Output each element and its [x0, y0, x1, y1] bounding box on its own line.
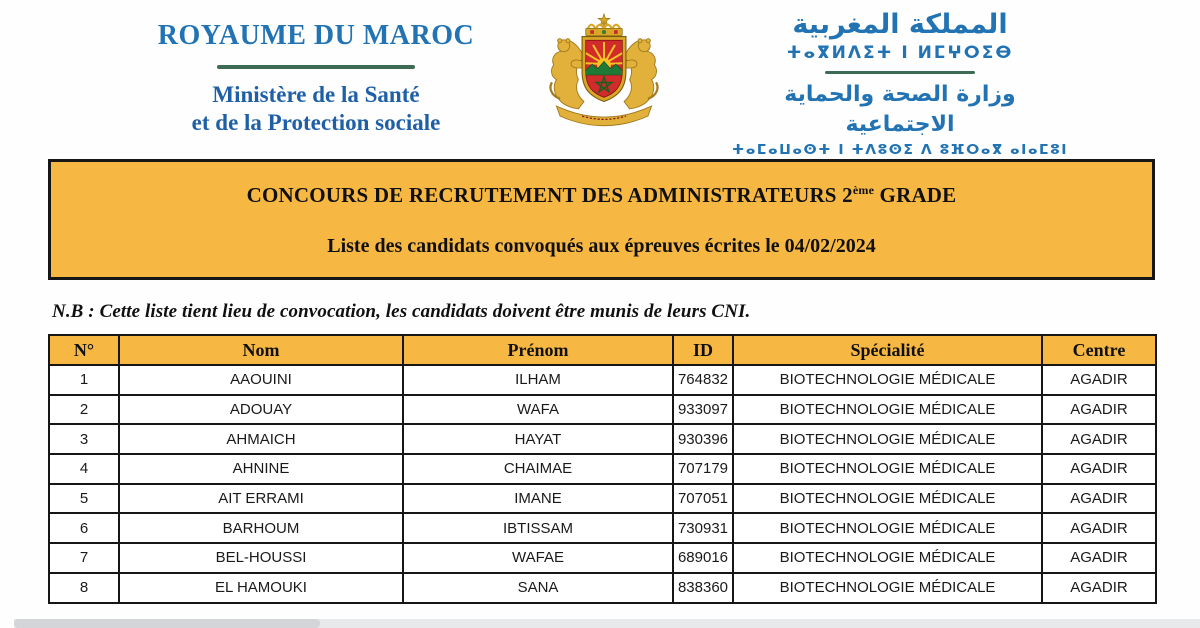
cell-nom: BARHOUM	[118, 512, 404, 545]
header-divider-left	[217, 65, 415, 69]
table-row: 5 AIT ERRAMI IMANE 707051 BIOTECHNOLOGIE MÉD…	[48, 482, 1157, 515]
cell-specialite: BIOTECHNOLOGIE MÉDICALE	[732, 542, 1043, 574]
column-header-prenom: Prénom	[402, 334, 674, 366]
column-header-num: N°	[48, 334, 120, 366]
cell-centre: AGADIR	[1041, 571, 1157, 604]
cell-nom: AAOUINI	[118, 364, 404, 396]
cell-nom: AIT ERRAMI	[118, 482, 404, 515]
cell-id: 689016	[672, 542, 734, 574]
header-divider-right	[825, 71, 975, 74]
kingdom-title-ar: المملكة المغربية	[792, 9, 1008, 40]
header-arabic: المملكة المغربية ⵜⴰⴳⵍⴷⵉⵜ ⵏ ⵍⵎⵖⵔⵉⴱ وزارة …	[730, 8, 1070, 160]
banner-title-prefix: CONCOURS DE RECRUTEMENT DES ADMINISTRATE…	[246, 183, 853, 207]
cell-num: 7	[48, 542, 120, 574]
cell-id: 930396	[672, 423, 734, 456]
cell-id: 730931	[672, 512, 734, 545]
cell-centre: AGADIR	[1041, 512, 1157, 545]
cell-specialite: BIOTECHNOLOGIE MÉDICALE	[732, 512, 1043, 545]
cell-specialite: BIOTECHNOLOGIE MÉDICALE	[732, 393, 1043, 426]
candidates-tbody: 1 AAOUINI ILHAM 764832 BIOTECHNOLOGIE MÉDICA…	[48, 364, 1157, 604]
cell-prenom: IMANE	[402, 482, 674, 515]
cell-specialite: BIOTECHNOLOGIE MÉDICALE	[732, 364, 1043, 396]
cell-id: 764832	[672, 364, 734, 396]
cell-centre: AGADIR	[1041, 542, 1157, 574]
cell-prenom: ILHAM	[402, 364, 674, 396]
cell-id: 707179	[672, 453, 734, 485]
column-header-specialite: Spécialité	[732, 334, 1043, 366]
ministry-title-fr-line2: et de la Protection sociale	[191, 110, 441, 135]
cell-prenom: CHAIMAE	[402, 453, 674, 485]
header-french: ROYAUME DU MAROC Ministère de la Santé e…	[128, 20, 504, 137]
cell-num: 2	[48, 393, 120, 426]
cell-prenom: SANA	[402, 571, 674, 604]
cell-id: 933097	[672, 393, 734, 426]
column-header-nom: Nom	[118, 334, 404, 366]
ministry-title-ar: وزارة الصحة والحماية الاجتماعية	[784, 82, 1016, 137]
cell-num: 8	[48, 571, 120, 604]
cell-specialite: BIOTECHNOLOGIE MÉDICALE	[732, 482, 1043, 515]
cell-id: 707051	[672, 482, 734, 515]
kingdom-title-tifinagh: ⵜⴰⴳⵍⴷⵉⵜ ⵏ ⵍⵎⵖⵔⵉⴱ	[786, 43, 1014, 63]
cell-nom: EL HAMOUKI	[118, 571, 404, 604]
cell-specialite: BIOTECHNOLOGIE MÉDICALE	[732, 571, 1043, 604]
banner-title: CONCOURS DE RECRUTEMENT DES ADMINISTRATE…	[247, 183, 957, 208]
table-header-row: N° Nom Prénom ID Spécialité Centre	[48, 334, 1157, 366]
table-row: 3 AHMAICH HAYAT 930396 BIOTECHNOLOGIE MÉDICA…	[48, 423, 1157, 456]
cell-centre: AGADIR	[1041, 453, 1157, 485]
cell-id: 838360	[672, 571, 734, 604]
cell-prenom: IBTISSAM	[402, 512, 674, 545]
cell-prenom: WAFA	[402, 393, 674, 426]
banner-title-suffix: GRADE	[874, 183, 957, 207]
cell-specialite: BIOTECHNOLOGIE MÉDICALE	[732, 423, 1043, 456]
cell-num: 3	[48, 423, 120, 456]
cell-nom: ADOUAY	[118, 393, 404, 426]
announcement-banner: CONCOURS DE RECRUTEMENT DES ADMINISTRATE…	[48, 159, 1155, 280]
column-header-centre: Centre	[1041, 334, 1157, 366]
table-row: 4 AHNINE CHAIMAE 707179 BIOTECHNOLOGIE MÉDIC…	[48, 453, 1157, 485]
banner-subtitle: Liste des candidats convoqués aux épreuv…	[327, 235, 876, 257]
cell-num: 6	[48, 512, 120, 545]
cell-num: 1	[48, 364, 120, 396]
cell-num: 5	[48, 482, 120, 515]
table-row: 8 EL HAMOUKI SANA 838360 BIOTECHNOLOGIE MÉDI…	[48, 571, 1157, 604]
ministry-title-fr-line1: Ministère de la Santé	[212, 82, 420, 107]
cell-prenom: HAYAT	[402, 423, 674, 456]
table-row: 1 AAOUINI ILHAM 764832 BIOTECHNOLOGIE MÉDICA…	[48, 364, 1157, 396]
candidates-table-wrapper: N° Nom Prénom ID Spécialité Centre 1 AAOUINI IL…	[48, 334, 1157, 604]
moroccan-coat-of-arms-icon	[540, 4, 668, 146]
scrollbar-track[interactable]	[14, 619, 1200, 628]
cell-centre: AGADIR	[1041, 364, 1157, 396]
table-row: 7 BEL-HOUSSI WAFAE 689016 BIOTECHNOLOGIE MÉD…	[48, 542, 1157, 574]
cell-nom: AHNINE	[118, 453, 404, 485]
cell-nom: AHMAICH	[118, 423, 404, 456]
cell-centre: AGADIR	[1041, 423, 1157, 456]
cell-num: 4	[48, 453, 120, 485]
cell-centre: AGADIR	[1041, 482, 1157, 515]
scrollbar-thumb[interactable]	[14, 619, 320, 628]
column-header-id: ID	[672, 334, 734, 366]
cell-specialite: BIOTECHNOLOGIE MÉDICALE	[732, 453, 1043, 485]
nb-note: N.B : Cette liste tient lieu de convocat…	[52, 301, 751, 322]
banner-title-superscript: ème	[852, 183, 875, 197]
kingdom-title-fr: ROYAUME DU MAROC	[157, 20, 475, 51]
cell-prenom: WAFAE	[402, 542, 674, 574]
table-row: 6 BARHOUM IBTISSAM 730931 BIOTECHNOLOGIE MÉD…	[48, 512, 1157, 545]
cell-nom: BEL-HOUSSI	[118, 542, 404, 574]
candidates-table: N° Nom Prénom ID Spécialité Centre 1 AAOUINI IL…	[48, 334, 1157, 604]
ministry-title-tifinagh: ⵜⴰⵎⴰⵡⴰⵙⵜ ⵏ ⵜⴷⵓⵙⵉ ⴷ ⵓⴼⵔⴰⴳ ⴰⵏⴰⵎⵓⵏ	[731, 142, 1069, 158]
table-row: 2 ADOUAY WAFA 933097 BIOTECHNOLOGIE MÉDICALE…	[48, 393, 1157, 426]
cell-centre: AGADIR	[1041, 393, 1157, 426]
